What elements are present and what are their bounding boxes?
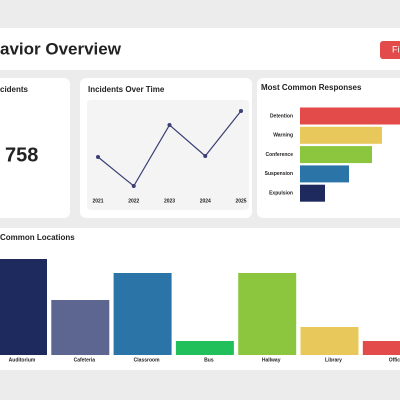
y-tick-label: Detention [270, 113, 293, 119]
header-bar [0, 28, 400, 70]
y-tick-label: Expulsion [269, 191, 293, 197]
y-tick-label: Warning [273, 133, 293, 139]
chart-title: Incidents Over Time [88, 85, 165, 94]
bar [238, 273, 297, 355]
x-tick-label: Office [389, 357, 400, 363]
x-tick-label: 2021 [92, 198, 103, 204]
kpi-label: cidents [0, 85, 29, 94]
point [131, 184, 136, 188]
point [167, 123, 172, 127]
x-tick-label: 2022 [128, 198, 139, 204]
x-tick-label: 2023 [164, 198, 175, 204]
chart-title: Most Common Responses [261, 83, 362, 92]
bar [51, 300, 110, 355]
x-tick-label: Hallway [262, 357, 281, 363]
x-tick-label: 2025 [235, 198, 246, 204]
bar [300, 107, 400, 125]
point [239, 109, 243, 113]
bar [362, 341, 400, 355]
x-tick-label: 2024 [200, 198, 211, 204]
point [203, 154, 208, 158]
bar [175, 341, 234, 355]
x-tick-label: Classroom [134, 357, 160, 363]
x-tick-label: Bus [204, 357, 214, 363]
kpi-value: 758 [5, 144, 38, 166]
bar [300, 184, 325, 202]
x-tick-label: Auditorium [9, 357, 36, 363]
chart-title: Common Locations [0, 233, 75, 242]
point [96, 155, 100, 159]
bar [300, 126, 382, 144]
y-tick-label: Suspension [265, 171, 293, 177]
bar [300, 327, 359, 355]
page-title: avior Overview [0, 39, 122, 58]
bar [300, 146, 372, 164]
bar [113, 273, 172, 355]
filter-button[interactable] [380, 41, 400, 59]
line-plot-area [87, 100, 249, 210]
button-label[interactable]: Fi [392, 44, 400, 54]
x-tick-label: Library [325, 357, 342, 363]
bar [0, 259, 47, 355]
bar [300, 165, 349, 183]
x-tick-label: Cafeteria [74, 357, 96, 363]
kpi-card [0, 78, 70, 218]
y-tick-label: Conference [265, 152, 293, 158]
